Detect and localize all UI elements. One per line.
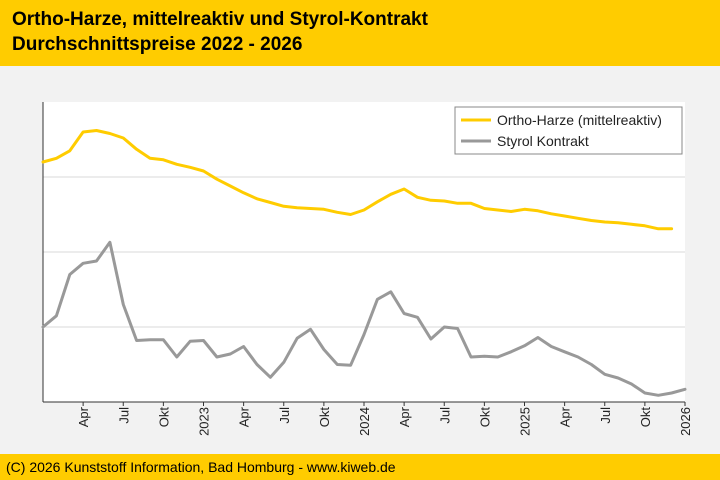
x-tick-label: Apr (558, 406, 573, 427)
line-chart: Apr Jul Okt 2023 Apr Jul Okt 2024 Apr Jul Okt 2025 A… (41, 102, 693, 436)
x-tick-label: Jul (277, 407, 292, 424)
header-banner: Ortho-Harze, mittelreaktiv und Styrol-Ko… (0, 0, 720, 66)
x-tick-label: Okt (477, 407, 492, 428)
chart-title: Ortho-Harze, mittelreaktiv und Styrol-Ko… (12, 9, 428, 30)
x-tick-label: Jul (437, 407, 452, 424)
x-tick-label: Okt (156, 407, 171, 428)
x-tick-label: 2024 (357, 407, 372, 436)
x-tick-label: Okt (638, 407, 653, 428)
x-tick-label: 2025 (518, 407, 533, 436)
x-tick-label: 2026 (678, 407, 693, 436)
x-tick-label: Apr (237, 406, 252, 427)
x-tick-label: Apr (397, 406, 412, 427)
footer-banner: (C) 2026 Kunststoff Information, Bad Hom… (0, 454, 720, 480)
chart-subtitle: Durchschnittspreise 2022 - 2026 (12, 34, 303, 55)
legend-label: Styrol Kontrakt (497, 133, 589, 149)
x-tick-label: 2023 (197, 407, 212, 436)
legend-label: Ortho-Harze (mittelreaktiv) (497, 112, 662, 128)
series-line-ortho-harze (41, 129, 674, 231)
series-line-styrol-kontrakt (41, 240, 687, 397)
copyright-text: (C) 2026 Kunststoff Information, Bad Hom… (6, 459, 396, 475)
x-tick-label: Okt (317, 407, 332, 428)
x-tick-label: Jul (598, 407, 613, 424)
x-tick-label: Jul (116, 407, 131, 424)
x-tick-label: Apr (76, 406, 91, 427)
legend (454, 106, 683, 155)
